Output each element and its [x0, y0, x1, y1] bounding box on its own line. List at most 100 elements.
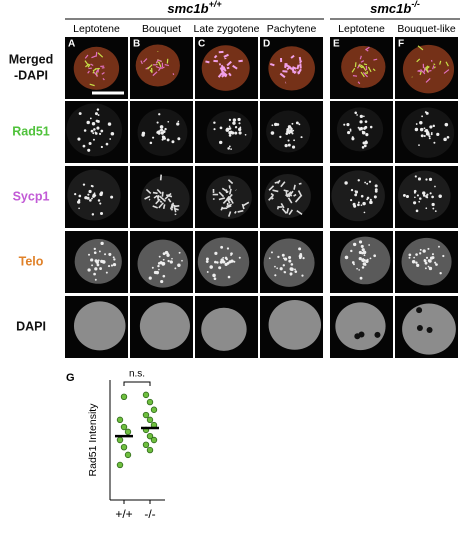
focus [354, 111, 357, 114]
focus [234, 132, 237, 135]
focus [439, 272, 441, 274]
focus [418, 144, 420, 146]
focus [367, 259, 369, 261]
focus [166, 252, 168, 254]
stage-label: Pachytene [267, 23, 317, 35]
focus [98, 114, 100, 116]
focus [179, 252, 181, 254]
panel-letter: G [66, 372, 75, 384]
axis-strand [297, 65, 298, 69]
focus [447, 136, 450, 139]
focus [300, 136, 302, 138]
focus [292, 130, 294, 132]
axis-strand [205, 61, 209, 62]
focus [421, 134, 424, 137]
focus [426, 131, 429, 134]
focus [232, 121, 235, 124]
focus [416, 264, 419, 267]
focus [350, 199, 352, 201]
focus [235, 126, 237, 128]
axis-strand [278, 206, 279, 209]
axis-strand [353, 76, 357, 77]
focus [347, 131, 350, 134]
focus [160, 125, 164, 129]
focus [409, 257, 411, 259]
focus [90, 258, 93, 261]
focus [160, 129, 163, 132]
focus [220, 246, 223, 249]
focus [176, 122, 179, 125]
focus [285, 132, 288, 135]
nucleus [331, 170, 385, 221]
axis-strand [173, 73, 174, 75]
focus [95, 259, 98, 262]
data-point [121, 394, 127, 400]
axis-strand [149, 199, 150, 200]
focus [99, 267, 102, 270]
focus [354, 193, 357, 196]
focus [369, 181, 371, 183]
focus [443, 138, 447, 142]
nucleus [403, 45, 454, 94]
axis-strand [174, 206, 180, 207]
focus [375, 190, 378, 193]
focus [356, 268, 358, 270]
focus [359, 251, 362, 254]
nucleus [335, 302, 385, 350]
dark-spot [417, 325, 423, 331]
focus [84, 196, 87, 199]
focus [288, 144, 291, 147]
focus [358, 127, 360, 129]
focus [363, 115, 365, 117]
focus [422, 249, 425, 252]
focus [429, 267, 432, 270]
focus [91, 198, 93, 200]
focus [214, 277, 217, 280]
focus [438, 195, 441, 198]
focus [362, 146, 365, 149]
panel-letter: A [68, 39, 75, 50]
focus [282, 254, 285, 257]
data-point [125, 452, 131, 458]
data-point [147, 399, 153, 405]
nucleus [74, 301, 126, 350]
focus [108, 253, 111, 256]
focus [226, 258, 228, 260]
focus [365, 133, 368, 136]
focus [142, 132, 145, 135]
focus [298, 123, 300, 125]
focus [229, 125, 231, 127]
focus [301, 275, 303, 277]
focus [160, 132, 162, 134]
focus [363, 262, 366, 265]
focus [88, 190, 91, 193]
focus [100, 130, 103, 133]
focus [288, 132, 290, 134]
focus [365, 140, 367, 142]
focus [97, 263, 100, 266]
focus [222, 257, 224, 259]
focus [108, 265, 110, 267]
stage-label: Leptotene [338, 23, 385, 35]
focus [227, 247, 229, 249]
focus [430, 192, 432, 194]
focus [358, 179, 360, 181]
focus [359, 120, 362, 123]
focus [111, 264, 113, 266]
focus [435, 210, 437, 212]
focus [238, 122, 240, 124]
focus [89, 142, 92, 145]
row-label: Merged [9, 52, 53, 66]
focus [100, 242, 103, 245]
focus [78, 208, 80, 210]
axis-strand [275, 182, 279, 183]
focus [238, 128, 241, 131]
significance-label: n.s. [129, 369, 145, 380]
focus [84, 129, 87, 132]
axis-strand [226, 189, 227, 193]
focus [89, 199, 92, 202]
axis-strand [158, 62, 160, 63]
data-point [151, 437, 157, 443]
focus [285, 144, 288, 147]
axis-strand [433, 64, 435, 65]
